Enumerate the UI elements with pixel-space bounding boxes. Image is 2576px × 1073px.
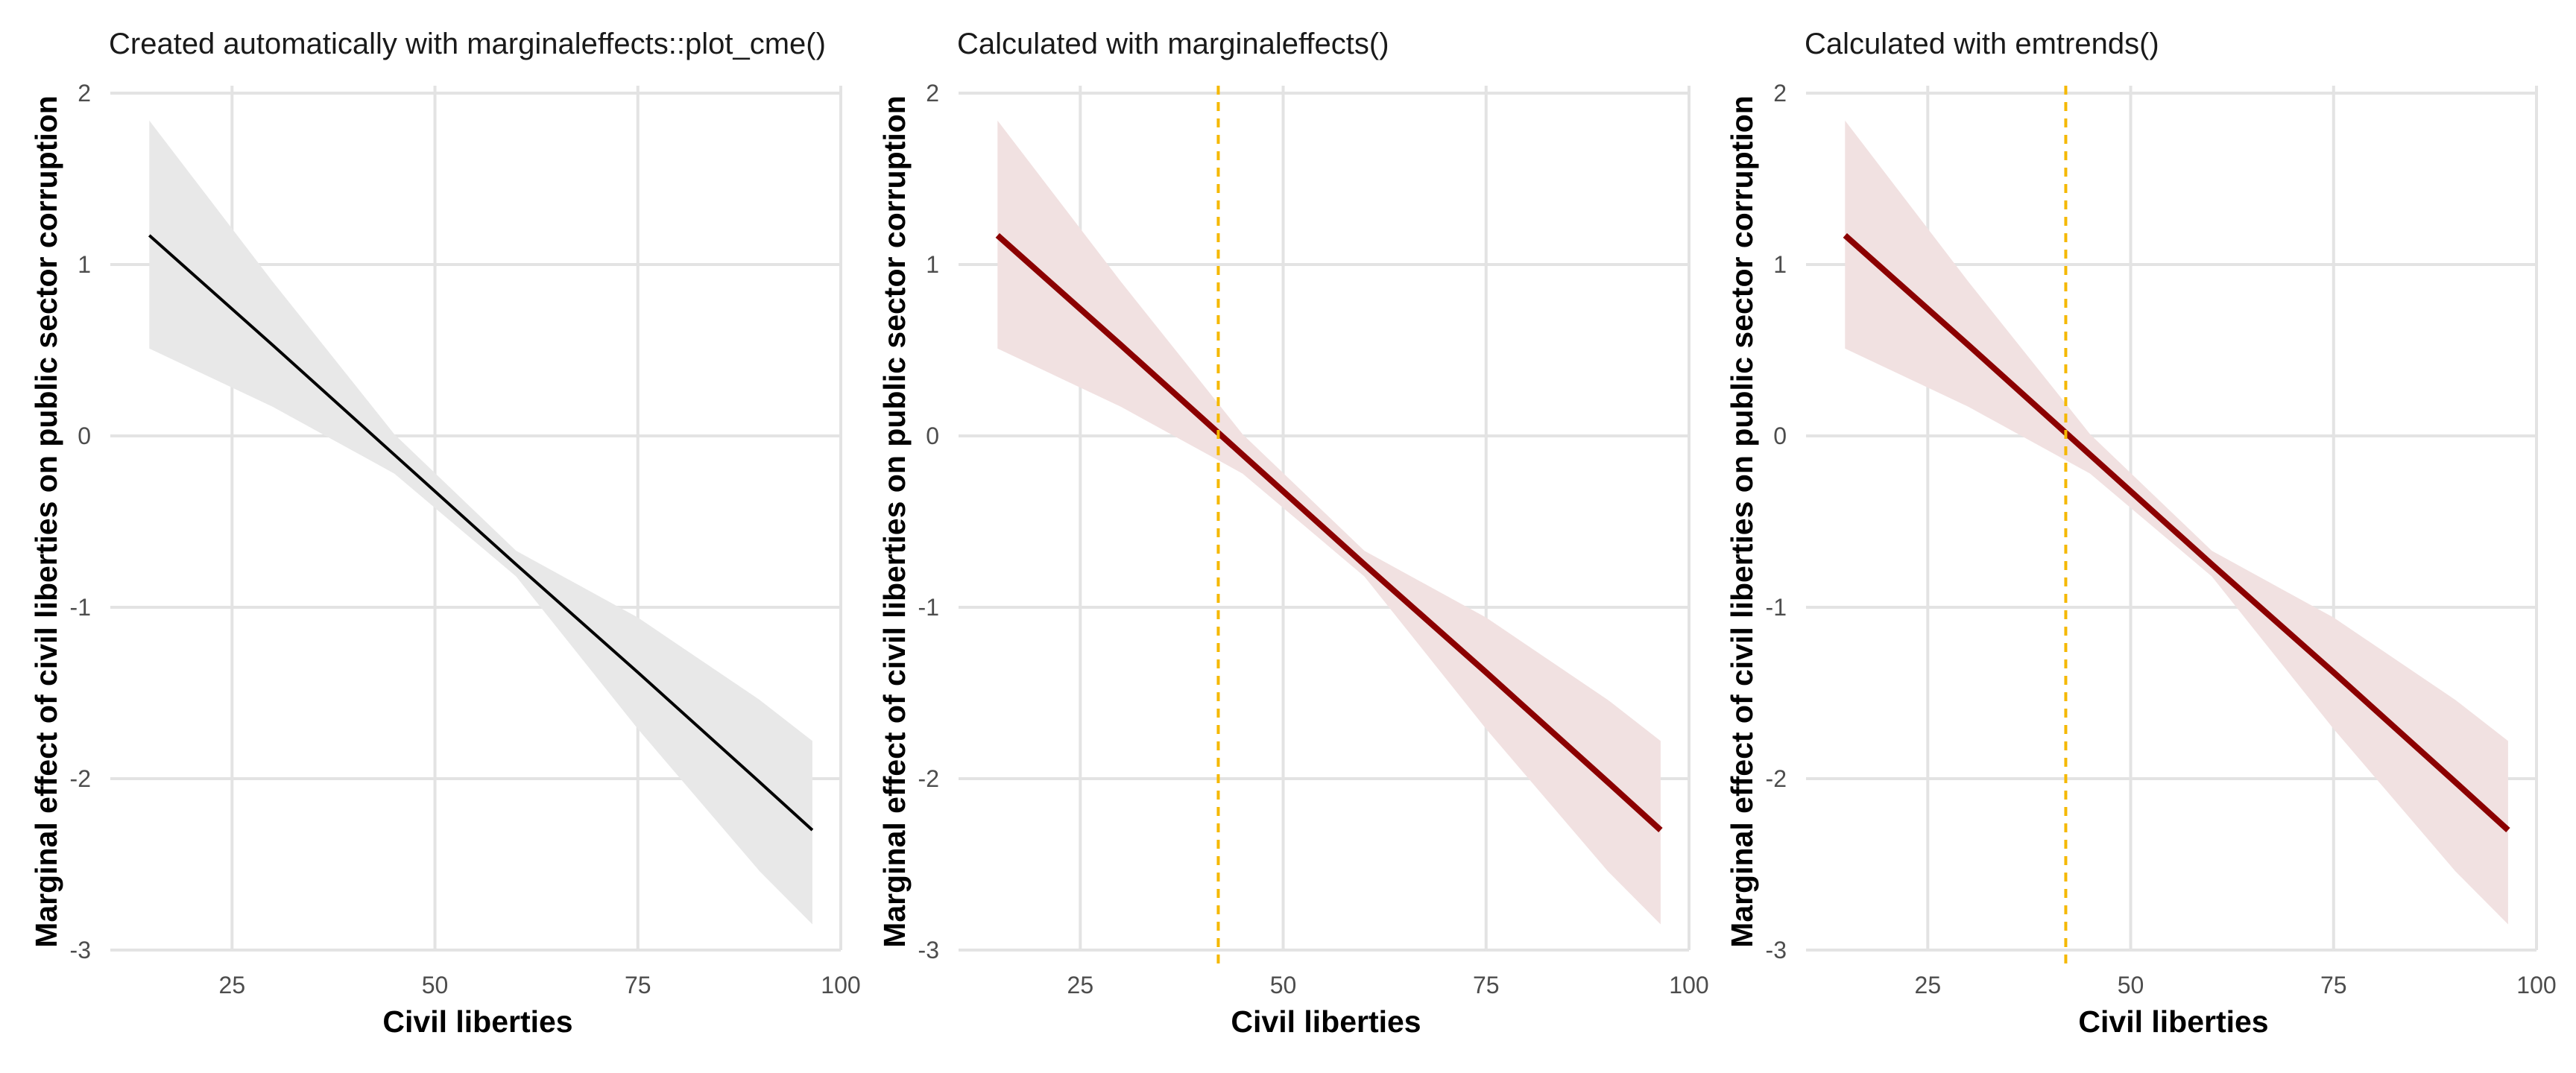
panel-2-ytick-label: 1 [926, 251, 939, 278]
panel-3-ytick-label: 2 [1773, 80, 1787, 107]
panel-3-title: Calculated with emtrends() [1805, 28, 2159, 60]
panel-2-ytick-label: -2 [918, 765, 939, 792]
panel-3-marks [1843, 86, 2510, 965]
panel-1-xtick-label: 75 [625, 972, 651, 998]
panel-2-title: Calculated with marginaleffects() [957, 28, 1389, 60]
panel-3-x-axis-label: Civil liberties [2078, 1004, 2268, 1039]
panel-2-xtick-label: 75 [1473, 972, 1500, 998]
panel-3-xtick-label: 100 [2516, 972, 2556, 998]
panel-3-effect-line [1843, 232, 2510, 832]
panel-1-ytick-label: 0 [78, 422, 91, 449]
panel-3-ytick-label: -1 [1766, 594, 1787, 621]
panel-3-ytick-label: 0 [1773, 422, 1787, 449]
panel-2-ytick-label: 2 [926, 80, 939, 107]
panel-1-y-axis-label: Marginal effect of civil liberties on pu… [29, 95, 63, 948]
panel-2-ytick-label: -1 [918, 594, 939, 621]
panel-3-grid [1806, 86, 2538, 952]
panel-2-ticks: -3 -2 -1 0 1 2 25 50 75 100 [918, 80, 1709, 998]
panel-1-ytick-label: -1 [70, 594, 91, 621]
panel-1-ytick-label: 1 [78, 251, 91, 278]
panel-3-xtick-label: 25 [1915, 972, 1942, 998]
panel-1-xtick-label: 50 [422, 972, 449, 998]
panel-2-effect-line [995, 232, 1663, 832]
panel-3-ticks: -3 -2 -1 0 1 2 25 50 75 100 [1766, 80, 2557, 998]
panel-1-x-axis-label: Civil liberties [382, 1004, 572, 1039]
panel-2-marks [995, 86, 1663, 965]
panel-3-y-axis-label: Marginal effect of civil liberties on pu… [1725, 95, 1759, 948]
panel-2-xtick-label: 100 [1669, 972, 1708, 998]
panel-3-xtick-label: 50 [2118, 972, 2144, 998]
panel-1-confidence-ribbon [149, 120, 812, 925]
panel-3-confidence-ribbon [1845, 120, 2508, 925]
panel-2-confidence-ribbon [997, 120, 1661, 925]
panel-2-y-axis-label: Marginal effect of civil liberties on pu… [877, 95, 912, 948]
panel-1-title: Created automatically with marginaleffec… [109, 28, 826, 60]
panel-1-ytick-label: -2 [70, 765, 91, 792]
panel-1-ytick-label: 2 [78, 80, 91, 107]
panel-2-x-axis-label: Civil liberties [1231, 1004, 1421, 1039]
panel-1-xtick-label: 100 [821, 972, 860, 998]
panel-2-xtick-label: 25 [1067, 972, 1094, 998]
panel-1-ytick-label: -3 [70, 937, 91, 963]
panel-3: Calculated with emtrends() -3 -2 -1 0 1 2 25 50… [1725, 28, 2557, 1039]
panel-2-ytick-label: 0 [926, 422, 939, 449]
panel-2: Calculated with marginaleffects() -3 -2 -1… [877, 28, 1709, 1039]
panel-3-ytick-label: 1 [1773, 251, 1787, 278]
panel-3-ytick-label: -2 [1766, 765, 1787, 792]
panel-3-xtick-label: 75 [2320, 972, 2347, 998]
panel-1: Created automatically with marginaleffec… [29, 28, 861, 1039]
panel-1-marks [148, 120, 814, 925]
panel-3-ytick-label: -3 [1766, 937, 1787, 963]
panel-2-ytick-label: -3 [918, 937, 939, 963]
panel-1-ticks: -3 -2 -1 0 1 2 25 50 75 100 [70, 80, 861, 998]
panel-1-effect-line [148, 234, 814, 832]
panel-1-xtick-label: 25 [219, 972, 246, 998]
panel-2-xtick-label: 50 [1270, 972, 1297, 998]
